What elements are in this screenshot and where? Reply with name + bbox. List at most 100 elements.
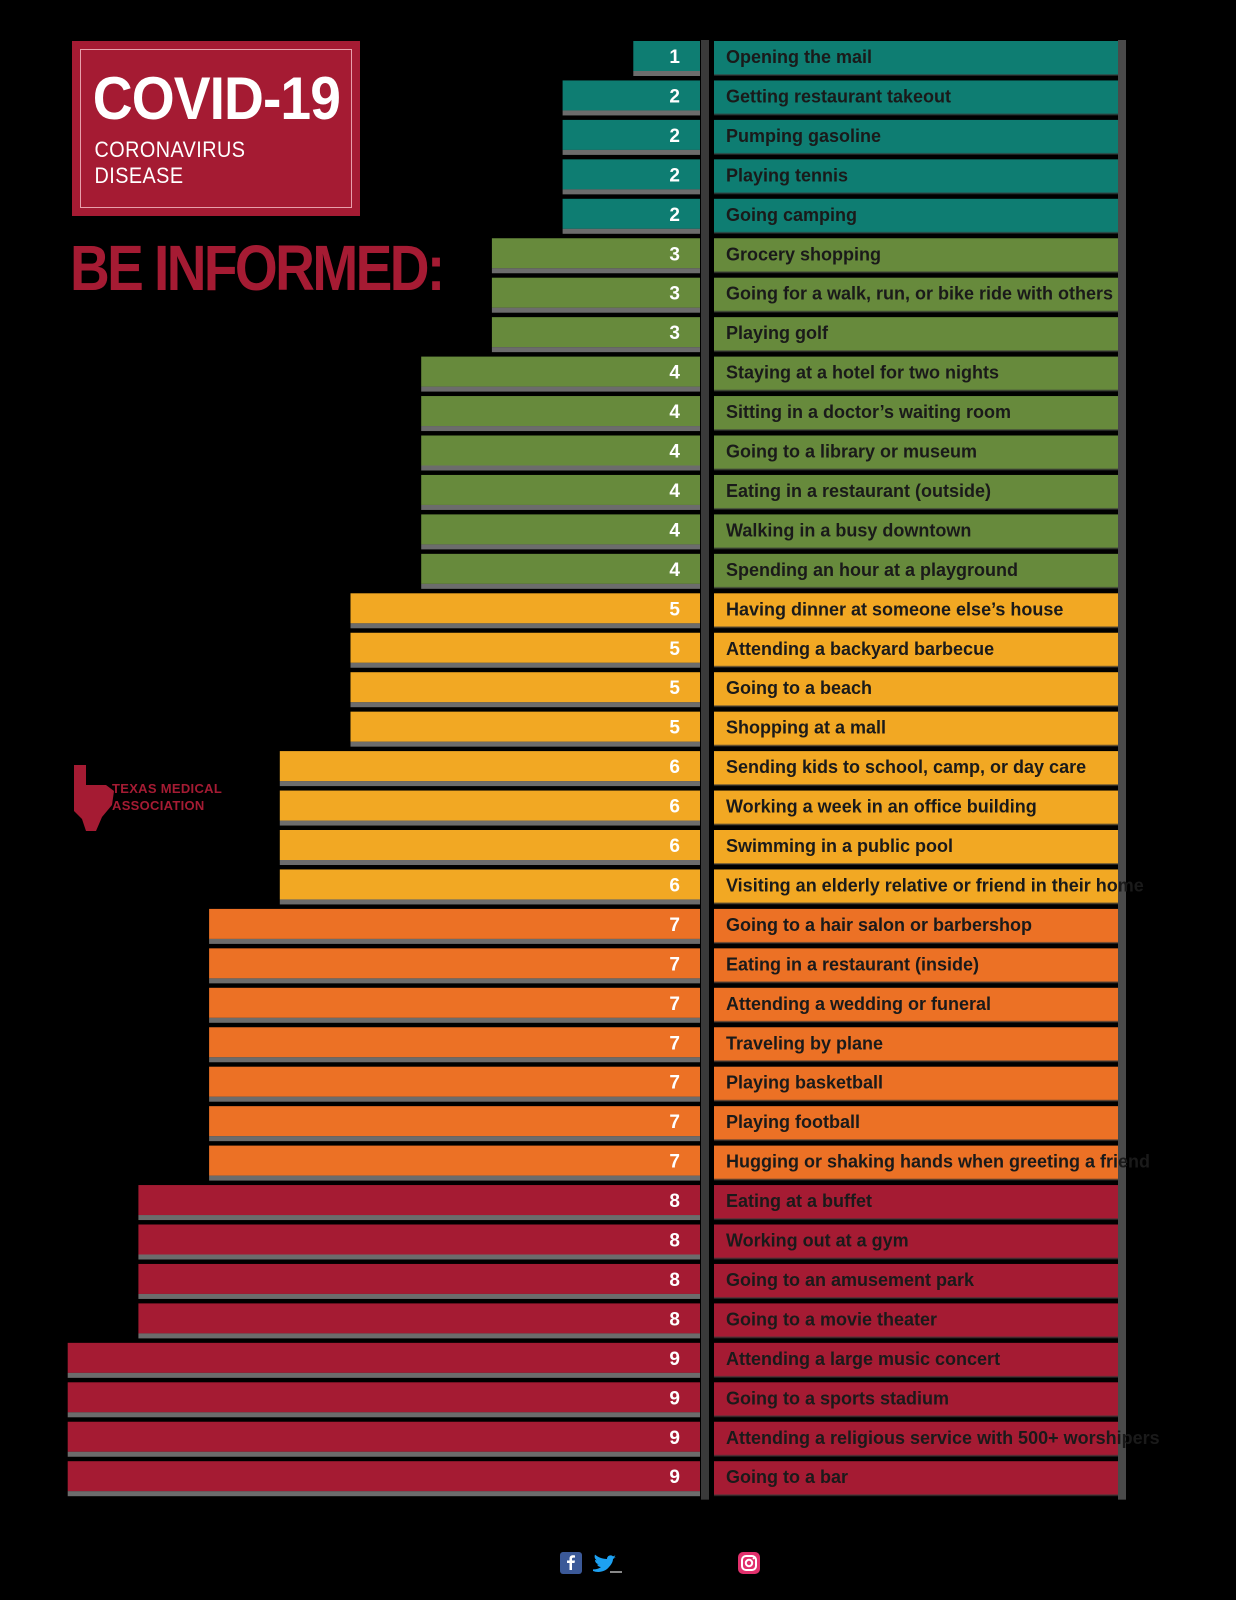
activity-label: Walking in a busy downtown xyxy=(726,520,971,540)
bar-value-label: 4 xyxy=(669,520,680,541)
activity-row xyxy=(714,672,1118,707)
activity-row-divider xyxy=(714,468,1118,471)
risk-bar-shadow xyxy=(350,623,700,629)
activity-label: Going to a library or museum xyxy=(726,442,977,462)
risk-bar xyxy=(421,553,700,584)
activity-row xyxy=(714,356,1118,391)
logo-line-1: TEXAS MEDICAL xyxy=(112,781,223,796)
risk-bar-shadow xyxy=(209,938,700,944)
risk-bar xyxy=(421,435,700,466)
activity-label: Pumping gasoline xyxy=(726,126,881,146)
risk-bar-shadow xyxy=(421,386,700,392)
badge-title: COVID-19 xyxy=(92,64,340,132)
risk-bar xyxy=(279,751,700,782)
activity-row-divider xyxy=(714,429,1118,432)
risk-bar-shadow xyxy=(138,1254,700,1260)
activity-row xyxy=(714,869,1118,904)
bar-value-label: 2 xyxy=(669,205,680,226)
activity-row-divider xyxy=(714,74,1118,76)
bar-value-label: 7 xyxy=(669,1073,680,1094)
instagram-icon[interactable] xyxy=(738,1552,760,1574)
activity-row-divider xyxy=(714,1139,1118,1142)
activity-label: Going for a walk, run, or bike ride with… xyxy=(726,284,1113,304)
bar-value-label: 9 xyxy=(669,1428,680,1449)
risk-bar-shadow xyxy=(421,465,700,471)
facebook-icon[interactable] xyxy=(560,1552,582,1574)
risk-bar xyxy=(491,277,700,308)
activity-row xyxy=(714,830,1118,864)
activity-row xyxy=(714,1106,1118,1141)
twitter-icon[interactable] xyxy=(586,1552,622,1573)
activity-row-divider xyxy=(714,1494,1118,1497)
activity-label: Attending a backyard barbecue xyxy=(726,639,994,659)
risk-bar xyxy=(138,1224,700,1255)
bar-value-label: 7 xyxy=(669,915,680,936)
bar-value-label: 9 xyxy=(669,1388,680,1409)
tma-logo: TEXAS MEDICAL ASSOCIATION xyxy=(72,765,242,831)
risk-bar-shadow xyxy=(491,268,700,274)
activity-row xyxy=(714,238,1118,273)
activity-row xyxy=(714,119,1118,154)
risk-bar-shadow xyxy=(421,504,700,510)
activity-row-divider xyxy=(714,1415,1118,1418)
activity-row-divider xyxy=(714,1375,1118,1378)
risk-bar-shadow xyxy=(279,860,700,865)
risk-bar xyxy=(67,1342,700,1373)
activity-label: Having dinner at someone else’s house xyxy=(726,599,1063,619)
activity-row xyxy=(714,474,1118,509)
activity-row xyxy=(714,948,1118,983)
activity-row xyxy=(714,80,1118,115)
bar-value-label: 5 xyxy=(669,678,680,699)
activity-label: Going to a sports stadium xyxy=(726,1388,949,1408)
bar-value-label: 7 xyxy=(669,1152,680,1173)
activity-row-divider xyxy=(714,1454,1118,1457)
activity-row xyxy=(714,435,1118,470)
risk-bar-shadow xyxy=(209,1096,700,1102)
bar-value-label: 6 xyxy=(669,875,680,896)
activity-row-divider xyxy=(714,1178,1118,1181)
risk-bar-shadow xyxy=(562,149,700,155)
activity-row xyxy=(714,159,1118,194)
activity-row xyxy=(714,908,1118,943)
activity-label: Going to a beach xyxy=(726,678,872,698)
activity-row-divider xyxy=(714,1296,1118,1299)
risk-bar xyxy=(491,238,700,269)
risk-bar-shadow xyxy=(421,426,700,432)
risk-bar-shadow xyxy=(491,347,700,353)
activity-label: Swimming in a public pool xyxy=(726,836,953,856)
activity-row xyxy=(714,1224,1118,1259)
activity-label: Eating at a buffet xyxy=(726,1191,872,1211)
activity-row xyxy=(714,987,1118,1022)
activity-label: Going camping xyxy=(726,205,857,225)
risk-bar xyxy=(350,632,700,663)
risk-bar-shadow xyxy=(421,583,700,589)
risk-bar-shadow xyxy=(209,978,700,984)
risk-bar-shadow xyxy=(421,544,700,550)
risk-bar xyxy=(138,1263,700,1294)
activity-row-divider xyxy=(714,586,1118,589)
bar-value-label: 7 xyxy=(669,994,680,1015)
risk-bar-shadow xyxy=(209,1017,700,1023)
activity-row xyxy=(714,632,1118,667)
risk-bar xyxy=(67,1461,700,1492)
activity-label: Sending kids to school, camp, or day car… xyxy=(726,757,1086,777)
risk-bar-shadow xyxy=(491,307,700,313)
risk-bar xyxy=(562,159,700,190)
activity-row-divider xyxy=(714,665,1118,668)
bar-value-label: 8 xyxy=(669,1231,680,1252)
bar-value-label: 8 xyxy=(669,1191,680,1212)
risk-bar-shadow xyxy=(279,899,700,905)
activity-label: Working out at a gym xyxy=(726,1231,909,1251)
bar-value-label: 2 xyxy=(669,126,680,147)
risk-bar xyxy=(562,119,700,150)
bar-value-label: 8 xyxy=(669,1270,680,1291)
risk-bar xyxy=(279,869,700,900)
activity-label: Eating in a restaurant (outside) xyxy=(726,481,991,501)
risk-bar-shadow xyxy=(279,781,700,787)
risk-bar xyxy=(633,41,700,71)
bar-value-label: 4 xyxy=(669,560,680,581)
risk-bar-shadow xyxy=(633,71,700,76)
risk-bar xyxy=(350,711,700,742)
logo-line-2: ASSOCIATION xyxy=(112,798,205,813)
